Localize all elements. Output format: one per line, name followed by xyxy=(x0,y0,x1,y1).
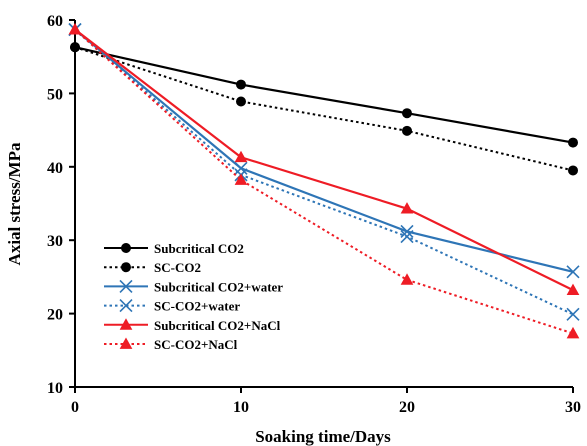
data-point xyxy=(566,283,580,296)
series-line xyxy=(74,28,574,292)
data-point xyxy=(70,42,80,53)
series-1 xyxy=(70,42,578,176)
series-0 xyxy=(70,42,578,148)
series-line xyxy=(74,46,574,172)
legend-marker xyxy=(121,262,131,273)
data-point xyxy=(568,165,578,176)
y-axis-ticks: 10 20 30 40 50 60 xyxy=(47,13,75,397)
y-tick-label: 30 xyxy=(47,233,63,250)
data-point xyxy=(236,79,246,90)
legend-marker xyxy=(119,337,133,349)
legend-label: SC-CO2+NaCl xyxy=(154,337,238,352)
series-2 xyxy=(68,22,580,279)
series-group xyxy=(68,22,580,339)
legend-label: Subcritical CO2+water xyxy=(154,279,283,294)
data-point xyxy=(400,229,414,244)
data-point xyxy=(234,150,248,163)
legend-item: SC-CO2+NaCl xyxy=(104,337,238,352)
data-point xyxy=(566,307,580,321)
data-point xyxy=(400,273,414,285)
legend-item: SC-CO2 xyxy=(104,260,201,275)
legend-marker xyxy=(119,299,133,313)
legend: Subcritical CO2 SC-CO2 Subcritical CO2+wat… xyxy=(104,241,283,352)
legend-marker xyxy=(119,279,133,293)
x-axis-ticks: 0 10 20 30 xyxy=(71,387,581,416)
data-point xyxy=(236,96,246,107)
data-point xyxy=(402,125,412,136)
data-point xyxy=(566,265,580,279)
legend-label: SC-CO2+water xyxy=(154,299,240,314)
legend-marker xyxy=(119,318,133,330)
x-tick-label: 0 xyxy=(71,399,79,416)
series-line xyxy=(74,28,574,335)
plot-frame xyxy=(74,20,573,388)
series-5 xyxy=(68,23,580,339)
data-point xyxy=(400,202,414,214)
series-line xyxy=(74,46,574,144)
y-tick-label: 60 xyxy=(47,13,63,30)
series-line xyxy=(74,28,574,316)
legend-label: Subcritical CO2+NaCl xyxy=(154,318,281,333)
x-tick-label: 20 xyxy=(399,399,415,416)
legend-item: SC-CO2+water xyxy=(104,299,240,314)
data-point xyxy=(566,326,580,339)
data-point xyxy=(400,224,414,238)
y-axis-title: Axial stress/MPa xyxy=(5,142,24,265)
x-tick-label: 30 xyxy=(565,399,581,416)
y-tick-label: 10 xyxy=(47,380,63,397)
series-3 xyxy=(68,22,580,321)
legend-item: Subcritical CO2+water xyxy=(104,279,283,294)
x-axis-title: Soaking time/Days xyxy=(255,427,391,446)
legend-item: Subcritical CO2+NaCl xyxy=(104,318,281,333)
data-point xyxy=(234,173,248,185)
legend-marker xyxy=(121,243,131,253)
legend-label: SC-CO2 xyxy=(154,260,201,275)
series-line xyxy=(74,28,574,273)
legend-item: Subcritical CO2 xyxy=(104,241,244,256)
data-point xyxy=(68,23,82,35)
x-tick-label: 10 xyxy=(233,399,249,416)
data-point xyxy=(402,108,412,119)
data-point xyxy=(568,137,578,148)
y-tick-label: 50 xyxy=(47,86,63,103)
y-tick-label: 40 xyxy=(47,160,63,177)
legend-label: Subcritical CO2 xyxy=(154,241,244,256)
y-tick-label: 20 xyxy=(47,307,63,324)
